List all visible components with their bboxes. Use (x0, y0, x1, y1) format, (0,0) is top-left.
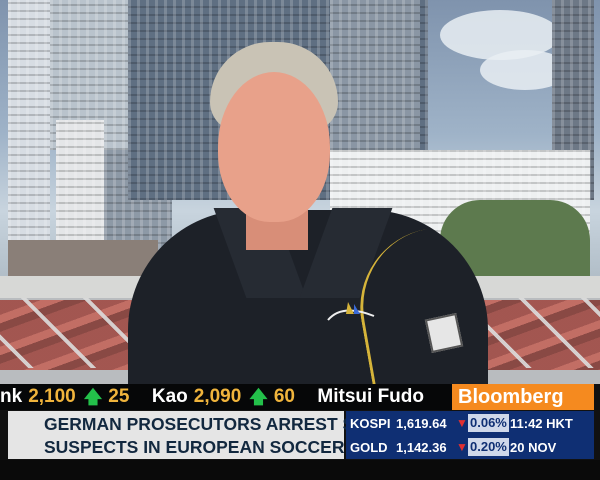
presenter (128, 40, 488, 384)
market-time: 11:42 HKT (510, 416, 573, 431)
headline-line-1: GERMAN PROSECUTORS ARREST SEVERAL (44, 414, 426, 434)
market-name: GOLD (350, 440, 388, 455)
ticker-change: 60 (273, 386, 295, 407)
market-change: 0.20% (468, 438, 509, 456)
ticker-item: Kao 2,090 🡅 60 (152, 384, 305, 410)
market-change: 0.06% (468, 414, 509, 432)
stock-ticker: nk 2,100 🡅 25 Kao 2,090 🡅 60 Mitsui Fudo (0, 384, 452, 410)
network-logo: Bloomberg (452, 384, 594, 410)
video-feed (0, 0, 600, 384)
skyscraper (8, 0, 50, 260)
market-row: KOSPI 1,619.64 ▼ 0.06% 11:42 HKT (346, 412, 594, 435)
up-arrow-icon: 🡅 (83, 387, 103, 407)
ticker-price: 2,090 (193, 386, 242, 407)
ticker-price: 2,100 (28, 386, 76, 407)
face (218, 72, 330, 222)
market-date: 20 NOV (510, 440, 557, 455)
ticker-symbol: Kao (151, 386, 188, 407)
ticker-item: nk 2,100 🡅 25 (0, 384, 139, 410)
market-name: KOSPI (350, 416, 391, 431)
down-triangle-icon: ▼ (456, 440, 468, 454)
ticker-change: 25 (108, 386, 130, 407)
market-panel: KOSPI 1,619.64 ▼ 0.06% 11:42 HKT GOLD 1,… (346, 411, 594, 459)
down-triangle-icon: ▼ (456, 416, 468, 430)
headline-line-2: SUSPECTS IN EUROPEAN SOCCER BRIBERY (44, 437, 428, 457)
ticker-item: Mitsui Fudo (317, 384, 430, 410)
market-row: GOLD 1,142.36 ▼ 0.20% 20 NOV (346, 436, 594, 459)
up-arrow-icon: 🡅 (249, 387, 268, 407)
low-buildings (8, 240, 158, 280)
sleeve-patch (424, 313, 464, 353)
headline-banner: GERMAN PROSECUTORS ARREST SEVERAL SUSPEC… (8, 411, 428, 459)
skyscraper (56, 120, 104, 260)
market-value: 1,619.64 (396, 416, 447, 431)
shirt-logo-icon (327, 302, 375, 321)
ticker-symbol: Mitsui Fudo (317, 386, 424, 407)
screen-border (0, 460, 600, 480)
skyscraper (330, 0, 420, 150)
market-value: 1,142.36 (396, 440, 447, 455)
ticker-symbol: nk (0, 386, 23, 407)
